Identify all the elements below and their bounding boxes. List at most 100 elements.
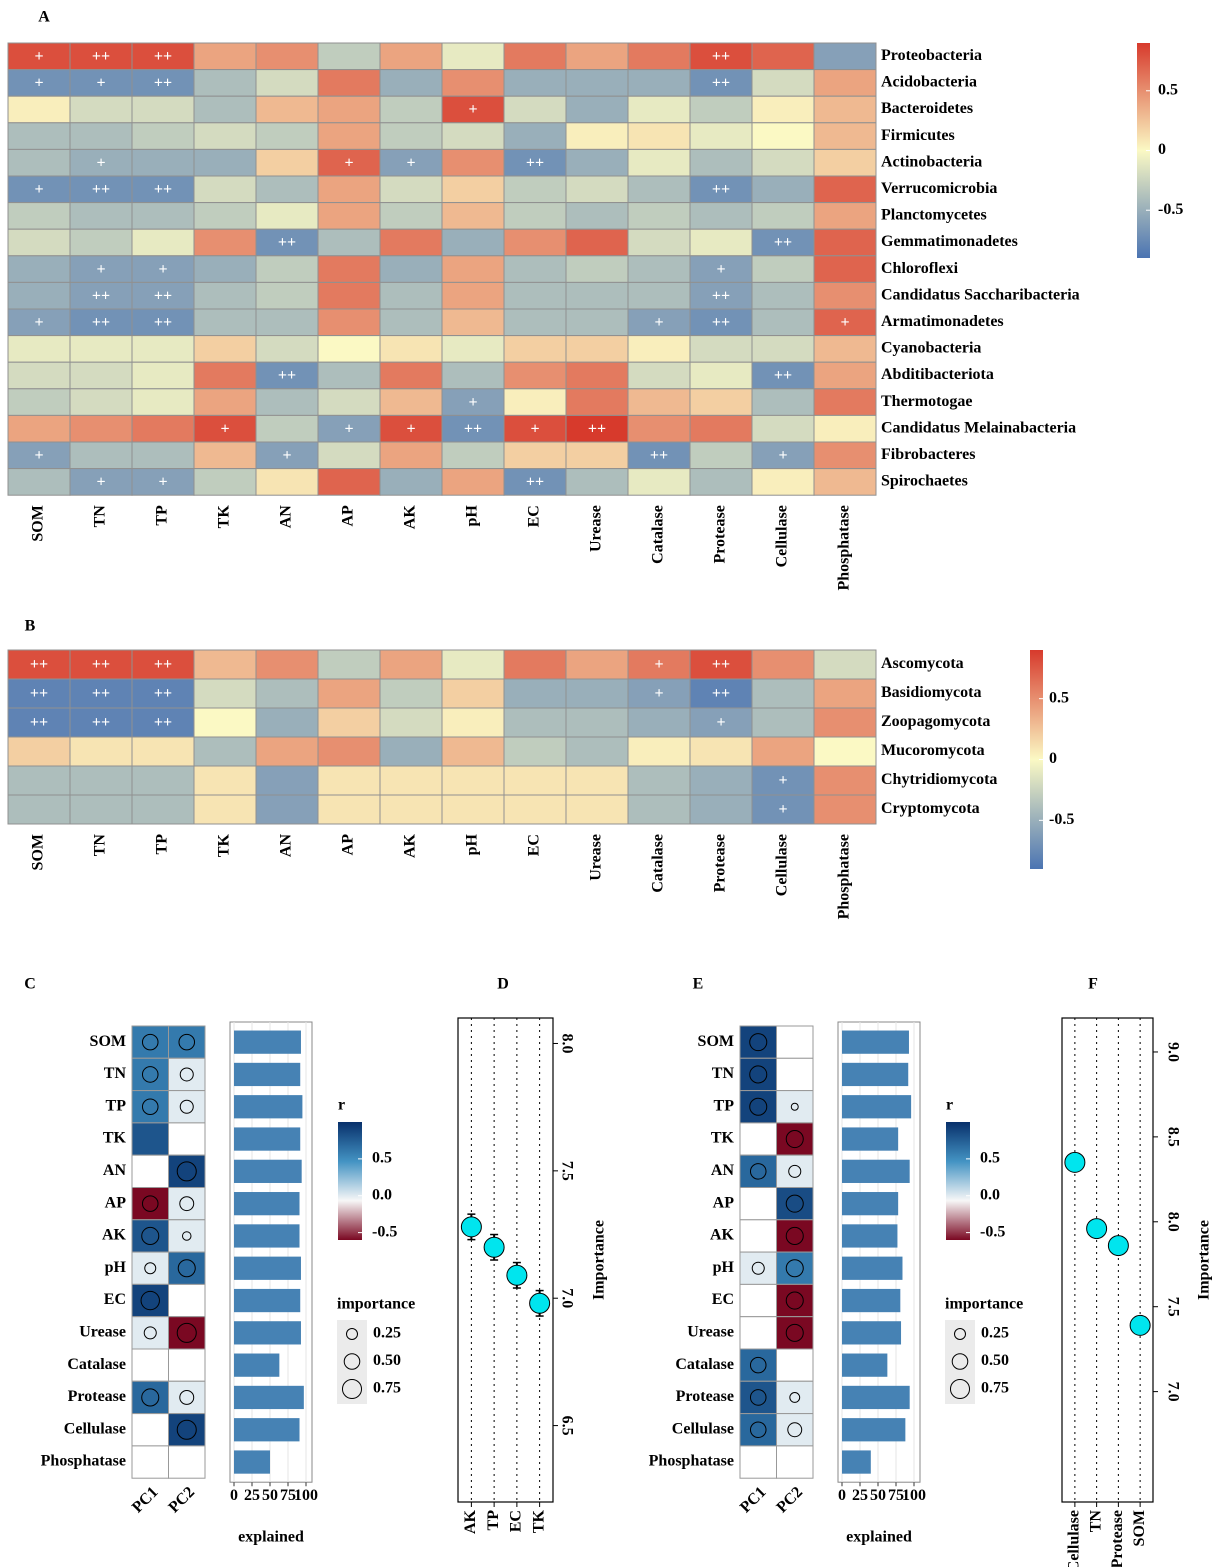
- dot: [506, 1264, 528, 1286]
- heat-cell: [813, 69, 877, 97]
- bar: [842, 1418, 906, 1442]
- row-label: Acidobacteria: [881, 74, 977, 91]
- heat-cell: [503, 202, 567, 230]
- heat-cell: [69, 95, 133, 124]
- heat-cell: [627, 202, 691, 230]
- column-label: Catalase: [650, 505, 667, 564]
- column-label: Cellulase: [774, 834, 791, 896]
- row-label: Firmicutes: [881, 127, 955, 144]
- size-legend-key: [346, 1328, 358, 1340]
- cell-label: +: [34, 447, 43, 464]
- heat-cell: [193, 441, 257, 470]
- heat-cell: [131, 468, 195, 496]
- y-tick-label: 6.5: [558, 1416, 575, 1436]
- importance-circle: [141, 1195, 159, 1212]
- importance-circle: [179, 1099, 194, 1114]
- heat-cell: [7, 281, 71, 310]
- heat-cell: [751, 148, 815, 177]
- heat-cell: [565, 765, 629, 796]
- cell-label: ++: [154, 181, 172, 198]
- cell-label: +: [34, 314, 43, 331]
- heat-cell: [317, 441, 381, 470]
- heat-cell: [168, 1316, 206, 1350]
- x-tick-label: 50: [262, 1487, 278, 1504]
- heat-cell: [503, 441, 567, 470]
- column-label: pH: [464, 505, 481, 527]
- heat-cell: [69, 202, 133, 230]
- grid-cell: [131, 1413, 169, 1447]
- grid-cell: [168, 1348, 206, 1382]
- row-label: AK: [710, 1227, 735, 1244]
- cell-label: ++: [154, 48, 172, 65]
- heat-cell: [379, 794, 443, 825]
- row-label: Catalase: [675, 1356, 734, 1373]
- heat-cell: [168, 1219, 206, 1253]
- grid-cell: [776, 1025, 814, 1059]
- row-label: AN: [711, 1162, 735, 1179]
- heat-cell: [739, 1380, 777, 1415]
- heat-cell: [69, 388, 133, 416]
- heat-cell: [565, 707, 629, 738]
- heat-cell: [441, 202, 505, 230]
- heat-cell: [627, 468, 691, 496]
- x-tick-label: AK: [462, 1509, 479, 1534]
- column-label: Urease: [588, 505, 605, 552]
- importance-circle: [178, 1033, 196, 1051]
- heat-cell: [69, 468, 133, 496]
- heat-cell: [379, 148, 443, 177]
- bar: [234, 1030, 301, 1054]
- row-label: Protease: [676, 1388, 734, 1405]
- heat-cell: [379, 228, 443, 257]
- importance-circle: [749, 1097, 768, 1116]
- cell-label: ++: [92, 656, 110, 673]
- heat-cell: [317, 255, 381, 283]
- bar: [234, 1159, 302, 1183]
- heat-cell: [689, 414, 753, 443]
- heat-cell: [813, 335, 877, 363]
- heat-cell: [441, 361, 505, 390]
- cell-label: +: [96, 75, 105, 92]
- size-legend-label: 0.50: [981, 1352, 1009, 1369]
- importance-circle: [785, 1226, 804, 1245]
- heat-cell: [193, 228, 257, 257]
- heat-cell: [751, 42, 815, 71]
- cell-label: +: [96, 474, 105, 491]
- series-label: PC1: [129, 1484, 162, 1517]
- bar: [842, 1288, 901, 1313]
- grid-cell: [739, 1219, 777, 1253]
- heat-cell: [317, 388, 381, 416]
- heat-cell: [441, 175, 505, 204]
- heat-cell: [379, 736, 443, 767]
- heat-cell: [131, 255, 195, 283]
- bar: [234, 1127, 301, 1151]
- cell-label: ++: [278, 234, 296, 251]
- bar: [234, 1095, 303, 1119]
- column-label: TP: [154, 834, 171, 855]
- heat-cell: [193, 42, 257, 71]
- importance-circle: [140, 1290, 160, 1311]
- grid-cell: [739, 1283, 777, 1318]
- heat-cell: [739, 1413, 777, 1447]
- importance-circle: [749, 1356, 767, 1374]
- cell-label: +: [654, 314, 663, 331]
- row-label: SOM: [90, 1033, 126, 1050]
- heat-cell: [776, 1090, 814, 1124]
- y-tick-label: 7.0: [1164, 1382, 1181, 1402]
- y-tick-label: 7.0: [558, 1288, 575, 1308]
- heat-cell: [69, 122, 133, 150]
- column-label: Phosphatase: [836, 505, 853, 590]
- grid-cell: [776, 1057, 814, 1092]
- importance-circle: [785, 1194, 804, 1213]
- heat-cell: [627, 122, 691, 150]
- cell-label: ++: [712, 181, 730, 198]
- heat-cell: [255, 281, 319, 310]
- heat-cell: [565, 736, 629, 767]
- dot: [1107, 1235, 1129, 1257]
- heat-cell: [565, 122, 629, 150]
- heat-cell: [168, 1025, 206, 1059]
- cell-label: ++: [92, 287, 110, 304]
- cell-label: ++: [154, 75, 172, 92]
- importance-circle: [787, 1422, 803, 1438]
- heat-cell: [751, 414, 815, 443]
